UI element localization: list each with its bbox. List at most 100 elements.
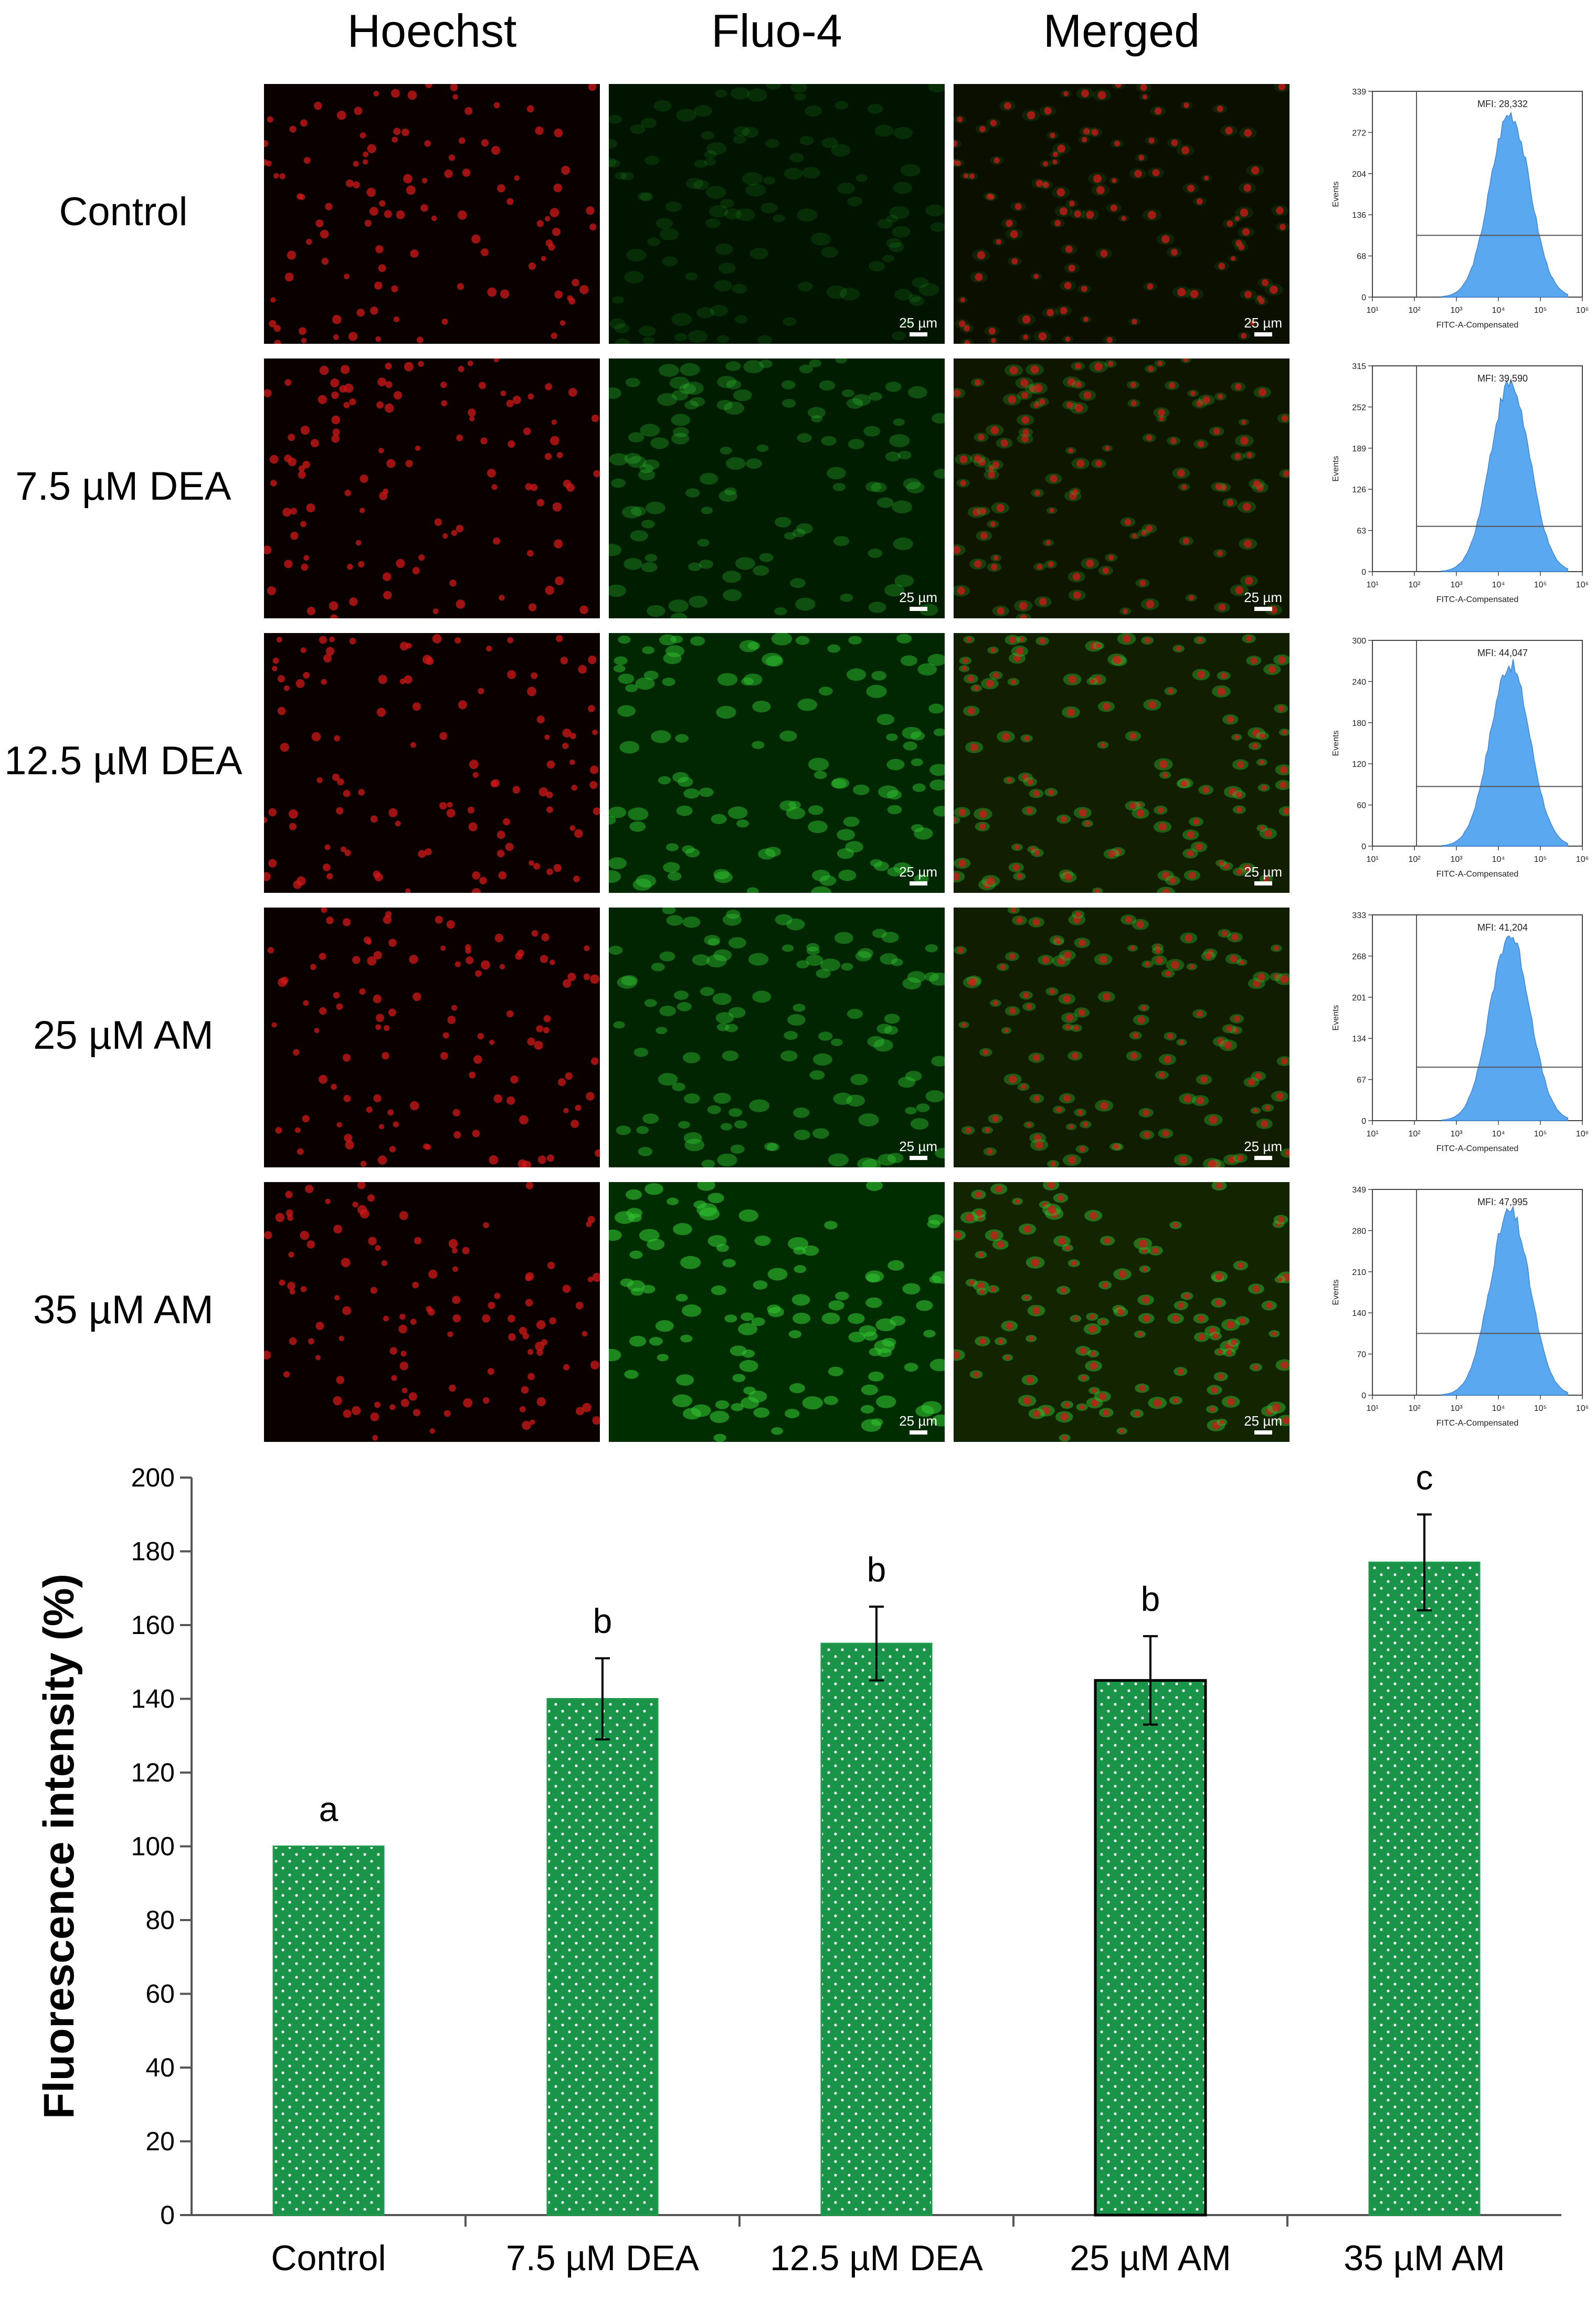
scale-bar-line — [909, 1156, 927, 1160]
y-tick-label: 349 — [1352, 1186, 1366, 1195]
mfi-label: MFI: 47,995 — [1477, 1197, 1528, 1207]
y-tick-label: 136 — [1352, 211, 1366, 220]
scale-bar: 25 µm — [899, 589, 937, 611]
scale-bar-label: 25 µm — [899, 315, 937, 331]
x-tick-label: Control — [271, 2238, 386, 2278]
scale-bar-line — [1254, 1430, 1272, 1435]
row-label: Control — [59, 189, 188, 234]
scale-bar-line — [909, 607, 927, 611]
y-tick-label: 20 — [145, 2127, 175, 2156]
y-tick-label: 70 — [1357, 1351, 1366, 1359]
scale-bar: 25 µm — [1244, 864, 1282, 886]
flow-y-axis-label: Events — [1331, 456, 1340, 482]
x-tick-label: 10² — [1408, 581, 1421, 589]
scale-bar: 25 µm — [1244, 1413, 1282, 1435]
y-tick-label: 268 — [1352, 952, 1366, 961]
x-tick-label: 10¹ — [1366, 581, 1378, 589]
y-tick-label: 63 — [1357, 527, 1366, 536]
y-tick-label: 134 — [1352, 1035, 1366, 1043]
column-header-merged: Merged — [1043, 5, 1200, 57]
y-tick-label: 200 — [131, 1463, 175, 1492]
x-tick-label: 10⁶ — [1576, 306, 1589, 315]
y-tick-label: 120 — [131, 1758, 175, 1787]
scale-bar: 25 µm — [899, 1139, 937, 1160]
scale-bar-label: 25 µm — [899, 589, 937, 605]
x-tick-label: 10⁵ — [1534, 855, 1547, 864]
row-label: 7.5 µM DEA — [15, 464, 231, 509]
flow-x-axis-label: FITC-A-Compensated — [1436, 1144, 1519, 1153]
merged-panel: 25 µm — [954, 84, 1290, 344]
y-tick-label: 100 — [131, 1832, 175, 1861]
x-tick-label: 10⁶ — [1576, 1130, 1589, 1139]
x-tick-label: 10⁴ — [1492, 306, 1505, 315]
scale-bar: 25 µm — [899, 864, 937, 886]
y-tick-label: 60 — [1357, 802, 1366, 810]
scale-bar-label: 25 µm — [1244, 589, 1282, 605]
x-tick-label: 10¹ — [1366, 306, 1378, 315]
x-tick-label: 10⁴ — [1492, 1130, 1505, 1139]
bar — [820, 1642, 933, 2216]
y-tick-label: 180 — [131, 1537, 175, 1566]
y-tick-label: 240 — [1352, 678, 1366, 687]
y-tick-label: 252 — [1352, 403, 1366, 412]
column-header-fluo4: Fluo-4 — [711, 5, 842, 57]
x-tick-label: 10³ — [1450, 1130, 1463, 1139]
x-tick-label: 10² — [1408, 306, 1421, 315]
row-label: 25 µM AM — [33, 1013, 214, 1058]
y-tick-label: 0 — [1361, 842, 1366, 851]
flow-histogram: MFI: 47,995 349 280 210 140 70 0 10¹ 10² 10³ 10⁴ 10… — [1317, 1180, 1596, 1448]
fluo4-panel: 25 µm — [609, 633, 945, 893]
flow-histogram: MFI: 41,204 333 268 201 134 67 0 10¹ 10² 10³ 10⁴ 10… — [1317, 905, 1596, 1173]
y-tick-label: 0 — [1361, 1392, 1366, 1400]
scale-bar-label: 25 µm — [899, 1139, 937, 1154]
y-axis-label: Fluorescence intensity (%) — [35, 1574, 83, 2119]
hoechst-panel — [264, 84, 600, 344]
scale-bar-line — [1254, 332, 1272, 336]
flow-y-axis-label: Events — [1331, 1005, 1340, 1031]
row-label: 12.5 µM DEA — [4, 739, 242, 783]
y-tick-label: 339 — [1352, 88, 1366, 97]
y-tick-label: 315 — [1352, 362, 1366, 371]
scale-bar-line — [1254, 607, 1272, 611]
hoechst-panel — [264, 1182, 600, 1442]
y-tick-label: 120 — [1352, 760, 1366, 769]
y-tick-label: 204 — [1352, 170, 1366, 179]
scale-bar: 25 µm — [1244, 315, 1282, 336]
merged-panel: 25 µm — [954, 633, 1290, 893]
histogram-curve — [1441, 935, 1568, 1121]
flow-x-axis-label: FITC-A-Compensated — [1436, 321, 1519, 330]
x-tick-label: 10³ — [1450, 855, 1463, 864]
scale-bar: 25 µm — [899, 1413, 937, 1435]
x-tick-label: 7.5 µM DEA — [506, 2238, 700, 2278]
x-tick-label: 10² — [1408, 1404, 1421, 1413]
significance-letter: b — [867, 1550, 886, 1589]
fluo4-panel: 25 µm — [609, 359, 945, 618]
scale-bar-label: 25 µm — [899, 1413, 937, 1429]
flow-y-axis-label: Events — [1331, 731, 1340, 756]
x-tick-label: 10⁵ — [1534, 581, 1547, 589]
hoechst-panel — [264, 908, 600, 1167]
y-tick-label: 280 — [1352, 1227, 1366, 1236]
row-label: 35 µM AM — [33, 1288, 214, 1332]
scale-bar-label: 25 µm — [1244, 864, 1282, 880]
merged-panel: 25 µm — [954, 1182, 1290, 1442]
y-tick-label: 60 — [145, 1979, 175, 2009]
x-tick-label: 10⁴ — [1492, 581, 1505, 589]
scale-bar-line — [1254, 881, 1272, 886]
x-tick-label: 10¹ — [1366, 1404, 1378, 1413]
merged-panel: 25 µm — [954, 359, 1290, 618]
x-tick-label: 10⁴ — [1492, 1404, 1505, 1413]
scale-bar: 25 µm — [1244, 1139, 1282, 1160]
flow-x-axis-label: FITC-A-Compensated — [1436, 1419, 1519, 1428]
column-header-hoechst: Hoechst — [347, 5, 517, 57]
scale-bar-line — [909, 881, 927, 886]
significance-letter: b — [1141, 1579, 1160, 1618]
fluo4-panel: 25 µm — [609, 1182, 945, 1442]
y-tick-label: 67 — [1357, 1076, 1366, 1085]
x-tick-label: 10⁵ — [1534, 1130, 1547, 1139]
merged-panel: 25 µm — [954, 908, 1290, 1167]
flow-x-axis-label: FITC-A-Compensated — [1436, 595, 1519, 604]
flow-y-axis-label: Events — [1331, 1280, 1340, 1305]
scale-bar: 25 µm — [1244, 589, 1282, 611]
y-tick-label: 40 — [145, 2053, 175, 2082]
